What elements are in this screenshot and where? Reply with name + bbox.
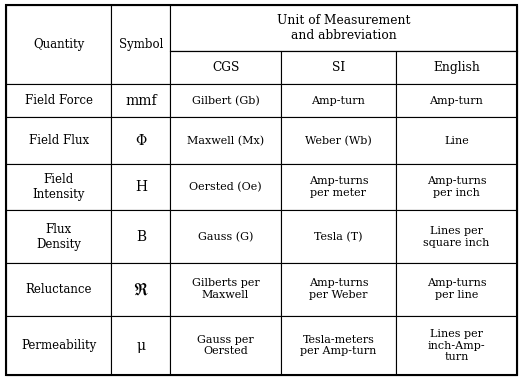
Bar (170, 211, 281, 263)
Bar (170, 164, 281, 211)
Bar (281, 51, 396, 84)
Text: Lines per
inch-Amp-
turn: Lines per inch-Amp- turn (428, 329, 485, 362)
Bar (396, 211, 517, 263)
Text: Tesla (T): Tesla (T) (314, 231, 363, 242)
Bar (111, 117, 170, 164)
Bar (396, 117, 517, 164)
Bar (396, 263, 517, 315)
Text: Tesla-meters
per Amp-turn: Tesla-meters per Amp-turn (300, 335, 377, 356)
Bar (6, 117, 111, 164)
Bar (396, 51, 517, 84)
Text: Unit of Measurement
and abbreviation: Unit of Measurement and abbreviation (277, 14, 411, 42)
Text: Gauss (G): Gauss (G) (198, 231, 253, 242)
Bar (281, 84, 396, 117)
Bar (6, 263, 111, 315)
Text: Field
Intensity: Field Intensity (32, 173, 85, 201)
Bar (6, 315, 111, 375)
Text: Amp-turn: Amp-turn (429, 96, 483, 106)
Text: mmf: mmf (125, 94, 157, 108)
Text: Symbol: Symbol (119, 38, 163, 51)
Bar (111, 164, 170, 211)
Bar (170, 315, 281, 375)
Text: Oersted (Oe): Oersted (Oe) (189, 182, 262, 192)
Bar (281, 211, 396, 263)
Text: Field Flux: Field Flux (29, 134, 89, 147)
Text: SI: SI (332, 61, 345, 74)
Text: Quantity: Quantity (33, 38, 85, 51)
Bar (6, 84, 111, 117)
Bar (6, 211, 111, 263)
Bar (111, 211, 170, 263)
Bar (111, 315, 170, 375)
Text: Gilberts per
Maxwell: Gilberts per Maxwell (192, 279, 259, 300)
Bar (170, 263, 281, 315)
Bar (6, 5, 111, 84)
Bar (396, 164, 517, 211)
Bar (396, 315, 517, 375)
Bar (281, 263, 396, 315)
Text: Line: Line (444, 136, 469, 146)
Text: Field Force: Field Force (25, 94, 93, 107)
Text: Flux
Density: Flux Density (37, 223, 81, 251)
Bar (170, 84, 281, 117)
Bar (111, 263, 170, 315)
Text: Φ: Φ (135, 134, 146, 148)
Text: B: B (136, 230, 146, 244)
Text: μ: μ (137, 339, 145, 353)
Text: Maxwell (Mx): Maxwell (Mx) (187, 136, 264, 146)
Bar (111, 84, 170, 117)
Text: $\mathfrak{R}$: $\mathfrak{R}$ (133, 280, 149, 298)
Text: Gauss per
Oersted: Gauss per Oersted (197, 335, 254, 356)
Bar (111, 5, 170, 84)
Bar (170, 117, 281, 164)
Text: Amp-turns
per line: Amp-turns per line (427, 279, 486, 300)
Text: Gilbert (Gb): Gilbert (Gb) (192, 96, 259, 106)
Text: CGS: CGS (212, 61, 240, 74)
Bar (281, 117, 396, 164)
Text: Amp-turns
per meter: Amp-turns per meter (309, 176, 368, 198)
Bar (6, 164, 111, 211)
Text: Weber (Wb): Weber (Wb) (305, 136, 372, 146)
Bar (396, 84, 517, 117)
Text: H: H (135, 180, 147, 194)
Bar (170, 51, 281, 84)
Bar (281, 164, 396, 211)
Text: Lines per
square inch: Lines per square inch (423, 226, 490, 247)
Text: Reluctance: Reluctance (26, 283, 92, 296)
Text: Amp-turns
per inch: Amp-turns per inch (427, 176, 486, 198)
Bar (281, 315, 396, 375)
Bar (170, 5, 517, 51)
Text: Permeability: Permeability (21, 339, 96, 352)
Text: Amp-turn: Amp-turn (312, 96, 366, 106)
Text: Amp-turns
per Weber: Amp-turns per Weber (309, 279, 368, 300)
Text: English: English (433, 61, 480, 74)
